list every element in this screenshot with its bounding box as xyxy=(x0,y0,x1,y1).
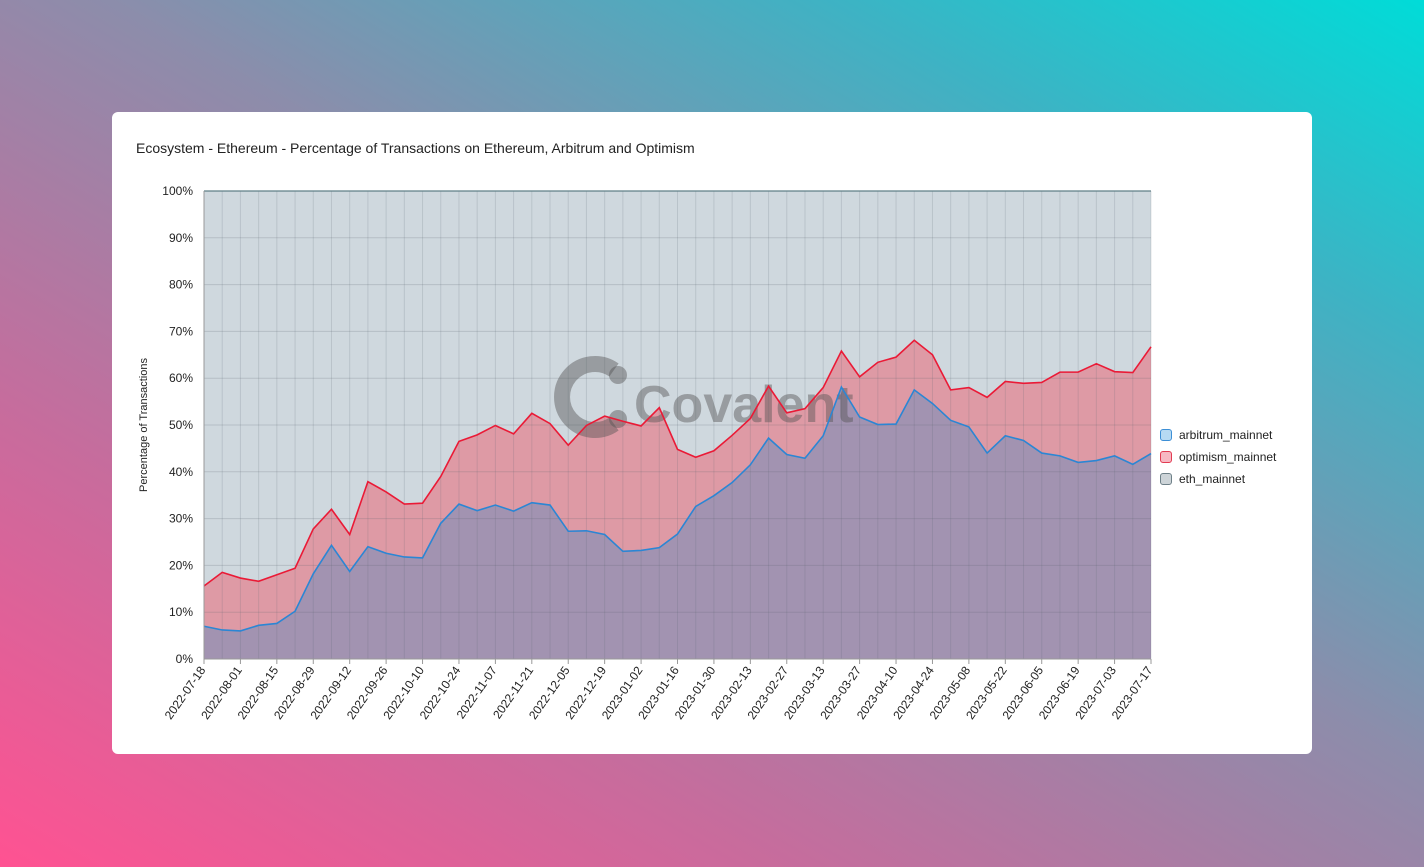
chart-card: Ecosystem - Ethereum - Percentage of Tra… xyxy=(112,112,1312,754)
y-tick-label: 0% xyxy=(176,652,194,666)
stacked-area-chart: Covalent0%10%20%30%40%50%60%70%80%90%100… xyxy=(138,184,1156,722)
y-axis-title: Percentage of Transactions xyxy=(138,358,150,492)
y-tick-label: 10% xyxy=(169,605,193,619)
area-eth-mainnet xyxy=(204,191,1151,586)
watermark-logo-arc xyxy=(554,356,619,438)
y-tick-label: 100% xyxy=(162,184,193,198)
legend-item-arbitrum[interactable]: arbitrum_mainnet xyxy=(1160,424,1276,446)
legend-label-eth: eth_mainnet xyxy=(1179,472,1246,486)
watermark-logo-dot-top xyxy=(609,366,627,384)
chart-legend: arbitrum_mainnet optimism_mainnet eth_ma… xyxy=(1160,424,1276,490)
y-tick-label: 30% xyxy=(169,512,193,526)
y-tick-label: 50% xyxy=(169,418,193,432)
legend-item-optimism[interactable]: optimism_mainnet xyxy=(1160,446,1276,468)
y-tick-label: 20% xyxy=(169,558,193,572)
y-tick-label: 40% xyxy=(169,465,193,479)
line-optimism-mainnet xyxy=(203,339,1152,587)
legend-label-arbitrum: arbitrum_mainnet xyxy=(1179,428,1273,442)
y-tick-label: 60% xyxy=(169,371,193,385)
area-optimism-mainnet xyxy=(204,340,1151,631)
legend-item-eth[interactable]: eth_mainnet xyxy=(1160,468,1276,490)
area-arbitrum-mainnet xyxy=(204,387,1151,659)
watermark-logo-dot-bottom xyxy=(609,410,627,428)
y-tick-label: 80% xyxy=(169,278,193,292)
legend-label-optimism: optimism_mainnet xyxy=(1179,450,1277,464)
y-tick-label: 90% xyxy=(169,231,193,245)
line-arbitrum-mainnet xyxy=(203,385,1152,632)
chart-title: Ecosystem - Ethereum - Percentage of Tra… xyxy=(136,140,695,156)
legend-swatch-arbitrum xyxy=(1160,429,1172,441)
legend-swatch-eth xyxy=(1160,473,1172,485)
y-tick-label: 70% xyxy=(169,324,193,338)
legend-swatch-optimism xyxy=(1160,451,1172,463)
